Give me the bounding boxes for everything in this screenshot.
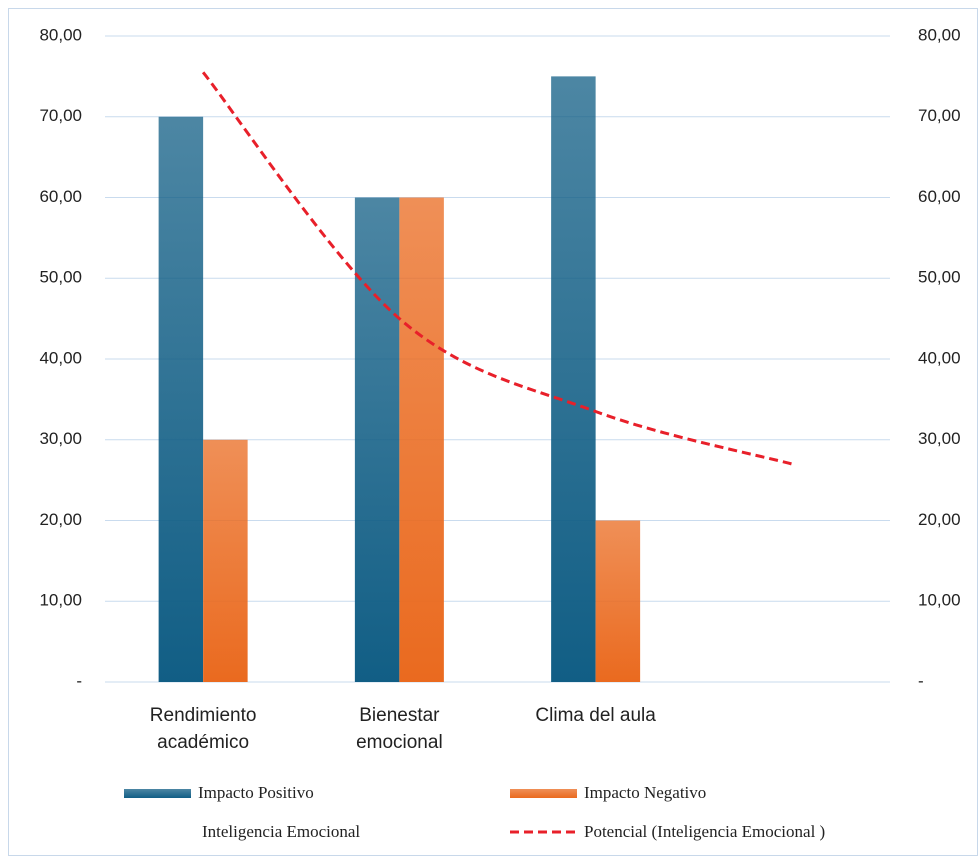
bar xyxy=(595,520,641,682)
bar xyxy=(354,197,400,682)
legend-label: Potencial (Inteligencia Emocional ) xyxy=(584,822,825,841)
y2-tick-label: 30,00 xyxy=(918,429,961,448)
y-tick-label: - xyxy=(76,671,82,690)
bar xyxy=(203,439,248,682)
y2-tick-label: 40,00 xyxy=(918,348,961,367)
legend-label: Inteligencia Emocional xyxy=(202,822,360,841)
x-tick-label: Clima del aula xyxy=(535,705,656,726)
bar xyxy=(399,197,444,682)
y2-tick-label: - xyxy=(918,671,924,690)
x-tick-label: Bienestar emocional xyxy=(356,705,443,753)
y2-tick-label: 50,00 xyxy=(918,268,961,287)
y2-tick-label: 60,00 xyxy=(918,187,961,206)
x-tick-label: Rendimiento académico xyxy=(149,705,257,753)
legend-label: Impacto Positivo xyxy=(198,783,314,802)
legend-swatch xyxy=(510,789,577,798)
chart-border xyxy=(8,8,978,856)
y2-tick-label: 80,00 xyxy=(918,25,961,44)
y-tick-label: 30,00 xyxy=(39,429,82,448)
y-tick-label: 40,00 xyxy=(39,348,82,367)
y-tick-label: 10,00 xyxy=(39,591,82,610)
y-tick-label: 20,00 xyxy=(39,510,82,529)
y-tick-label: 60,00 xyxy=(39,187,82,206)
y-tick-label: 50,00 xyxy=(39,268,82,287)
legend-swatch xyxy=(124,789,191,798)
legend-label: Impacto Negativo xyxy=(584,783,706,802)
bar xyxy=(551,76,596,682)
y-tick-label: 80,00 xyxy=(39,25,82,44)
y2-tick-label: 70,00 xyxy=(918,106,961,125)
y-tick-label: 70,00 xyxy=(39,106,82,125)
y2-tick-label: 20,00 xyxy=(918,510,961,529)
bar xyxy=(158,116,204,682)
y2-tick-label: 10,00 xyxy=(918,591,961,610)
trendline xyxy=(201,71,793,466)
